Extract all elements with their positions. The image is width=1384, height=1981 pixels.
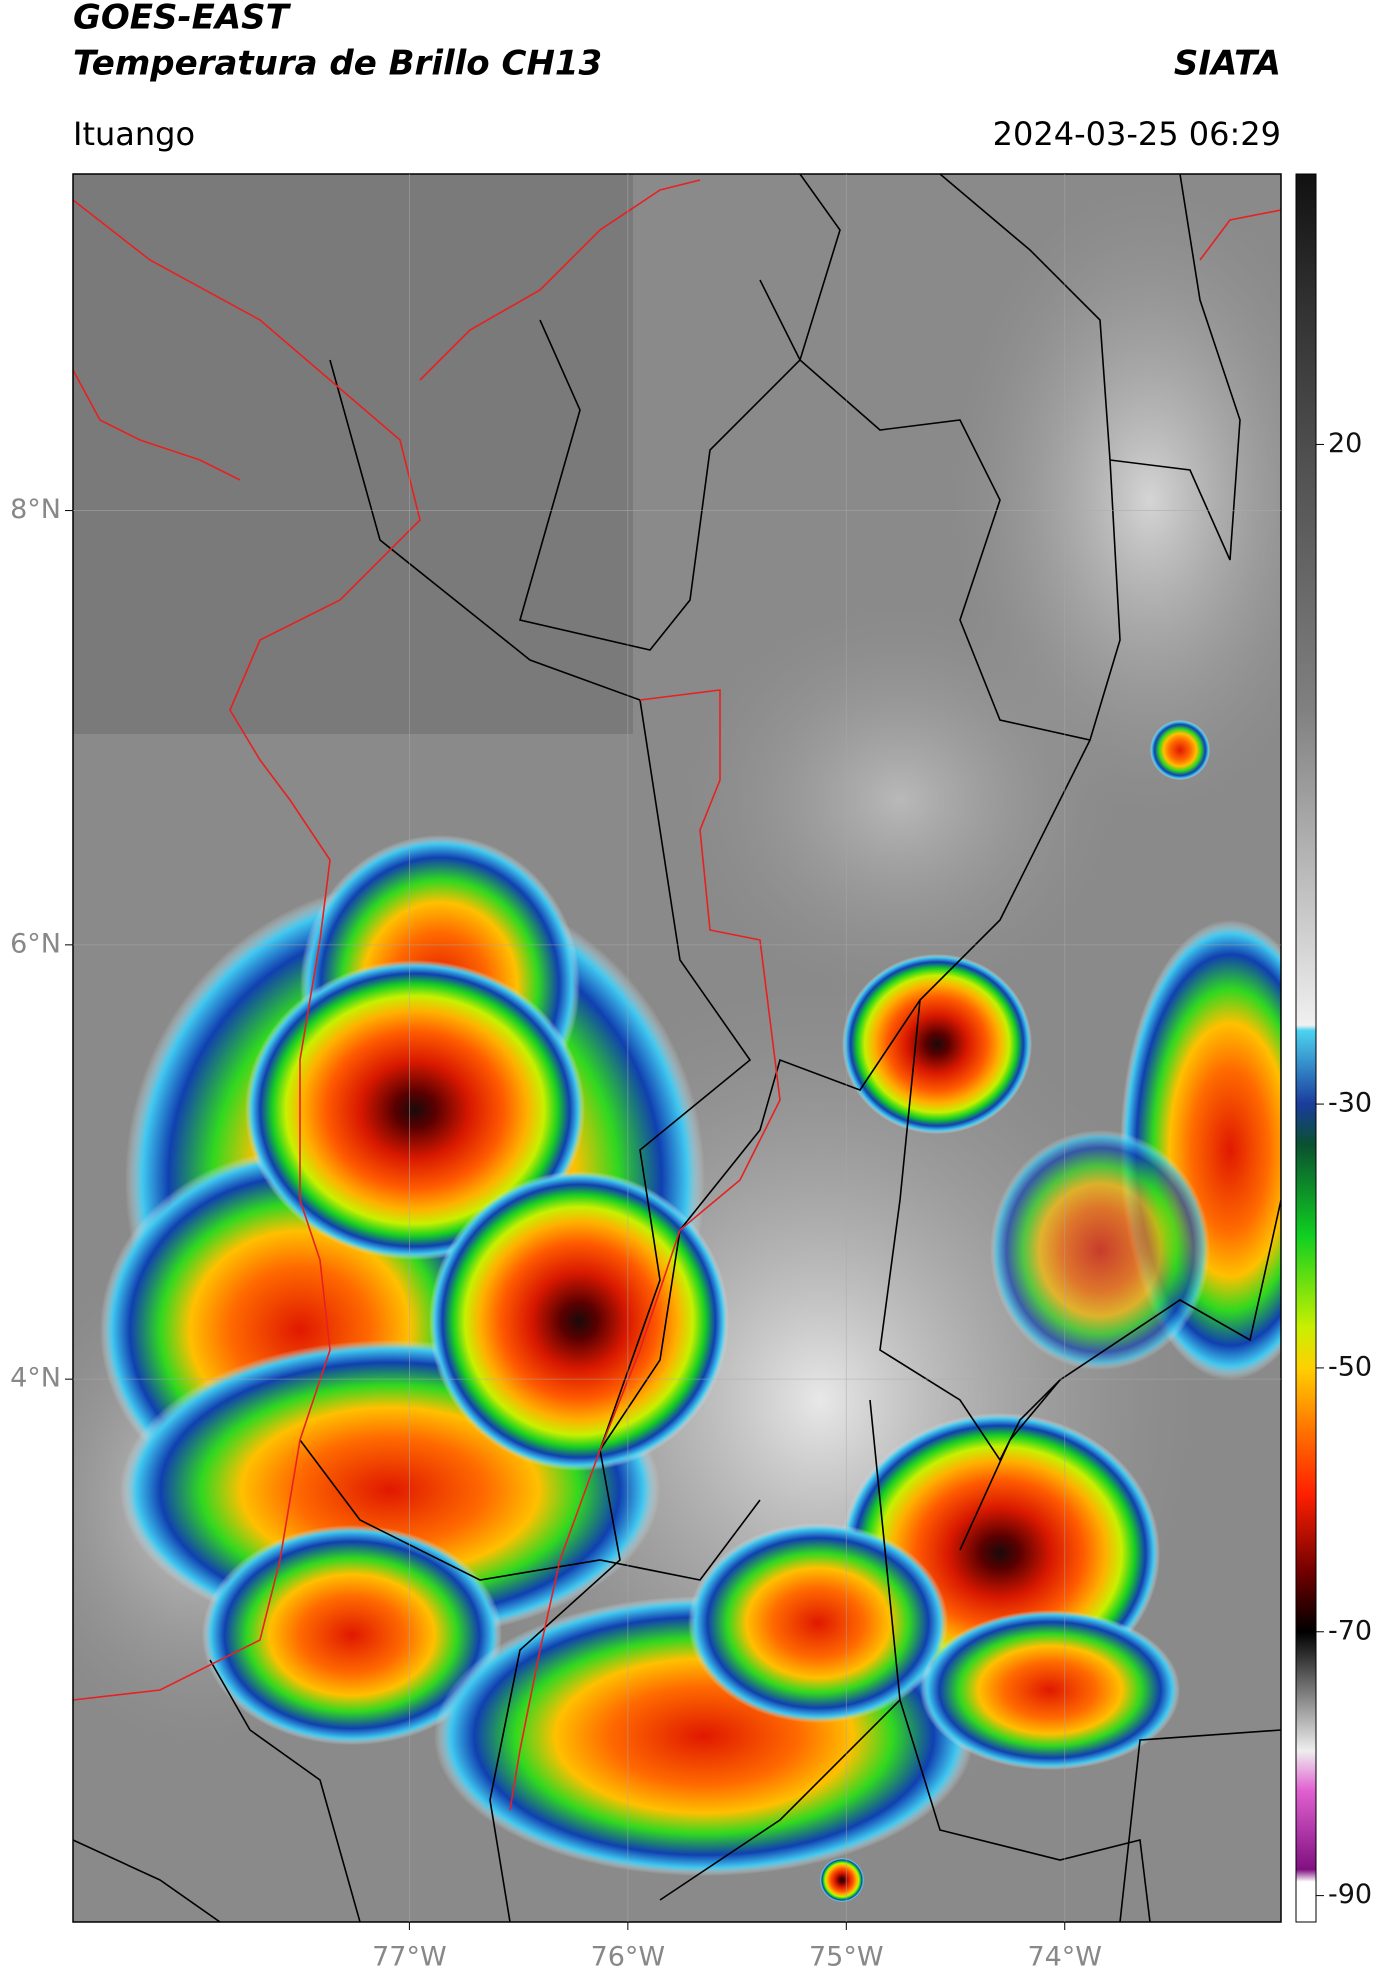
colorbar-tick-label: -30 (1328, 1088, 1372, 1119)
colorbar-tick-label: -90 (1328, 1879, 1372, 1910)
colorbar-tick-label: 20 (1328, 428, 1362, 459)
colorbar-tick-label: -70 (1328, 1615, 1372, 1646)
colorbar (1295, 173, 1317, 1923)
x-tick-label: 75°W (809, 1942, 884, 1973)
y-tick-label: 4°N (10, 1363, 61, 1394)
datetime: 2024-03-25 06:29 (993, 115, 1281, 153)
map-frame (72, 173, 1282, 1923)
x-tick-label: 74°W (1027, 1942, 1102, 1973)
y-tick-label: 8°N (10, 494, 61, 525)
y-tick-label: 6°N (10, 928, 61, 959)
x-tick-label: 77°W (372, 1942, 447, 1973)
subtitle: Temperatura de Brillo CH13 (73, 44, 602, 84)
borders (73, 174, 1281, 1922)
colorbar-tick-label: -50 (1328, 1351, 1372, 1382)
brand: SIATA (1174, 44, 1281, 84)
coastline (73, 179, 1281, 1811)
x-tick-label: 76°W (591, 1942, 666, 1973)
title: GOES-EAST (73, 0, 292, 38)
location: Ituango (73, 115, 195, 153)
satellite-image (73, 174, 1281, 1922)
